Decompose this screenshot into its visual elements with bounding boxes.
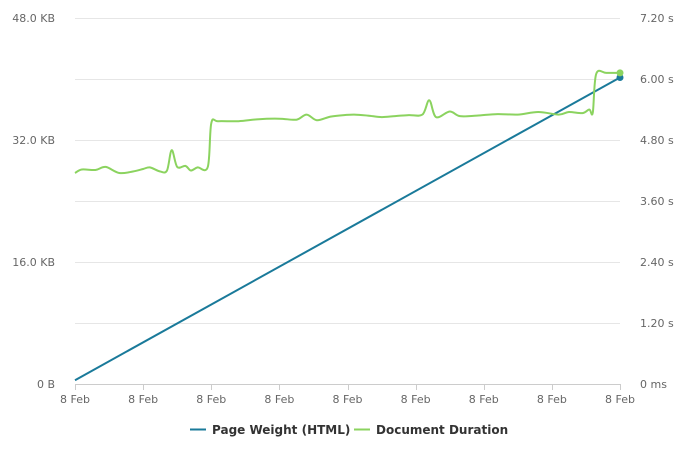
legend-item-0[interactable]: Page Weight (HTML)	[190, 423, 350, 437]
y-left-tick-label: 16.0 KB	[12, 256, 55, 269]
x-tick-label: 8 Feb	[128, 393, 158, 406]
y-axis-left: 0 B 16.0 KB 32.0 KB 48.0 KB	[12, 12, 55, 391]
series-line-0[interactable]	[74, 76, 621, 382]
x-tick-label: 8 Feb	[469, 393, 499, 406]
legend-item-1[interactable]: Document Duration	[354, 423, 508, 437]
series-layer	[74, 69, 624, 382]
y-right-tick-label: 7.20 s	[640, 12, 674, 25]
y-right-tick-label: 4.80 s	[640, 134, 674, 147]
y-right-tick-label: 1.20 s	[640, 317, 674, 330]
x-tick-label: 8 Feb	[196, 393, 226, 406]
y-right-tick-label: 2.40 s	[640, 256, 674, 269]
x-tick-label: 8 Feb	[537, 393, 567, 406]
x-axis: 8 Feb 8 Feb 8 Feb 8 Feb 8 Feb 8 Feb 8 Feb 8 Feb…	[60, 384, 635, 406]
y-right-tick-label: 0 ms	[640, 378, 667, 391]
grid-layer	[75, 18, 620, 324]
x-tick-label: 8 Feb	[264, 393, 294, 406]
y-axis-right: 0 ms 1.20 s 2.40 s 3.60 s 4.80 s 6.00 s 7.20 s	[640, 12, 674, 391]
series-line-1[interactable]	[74, 69, 621, 175]
x-tick-label: 8 Feb	[333, 393, 363, 406]
legend-label: Document Duration	[376, 423, 508, 437]
y-left-tick-label: 0 B	[37, 378, 55, 391]
y-left-tick-label: 32.0 KB	[12, 134, 55, 147]
x-tick-label: 8 Feb	[605, 393, 635, 406]
y-left-tick-label: 48.0 KB	[12, 12, 55, 25]
series-end-marker-1[interactable]	[616, 69, 624, 77]
x-tick-label: 8 Feb	[401, 393, 431, 406]
y-right-tick-label: 6.00 s	[640, 73, 674, 86]
legend-label: Page Weight (HTML)	[212, 423, 350, 437]
y-right-tick-label: 3.60 s	[640, 195, 674, 208]
legend[interactable]: Page Weight (HTML) Document Duration	[190, 423, 508, 437]
x-tick-label: 8 Feb	[60, 393, 90, 406]
